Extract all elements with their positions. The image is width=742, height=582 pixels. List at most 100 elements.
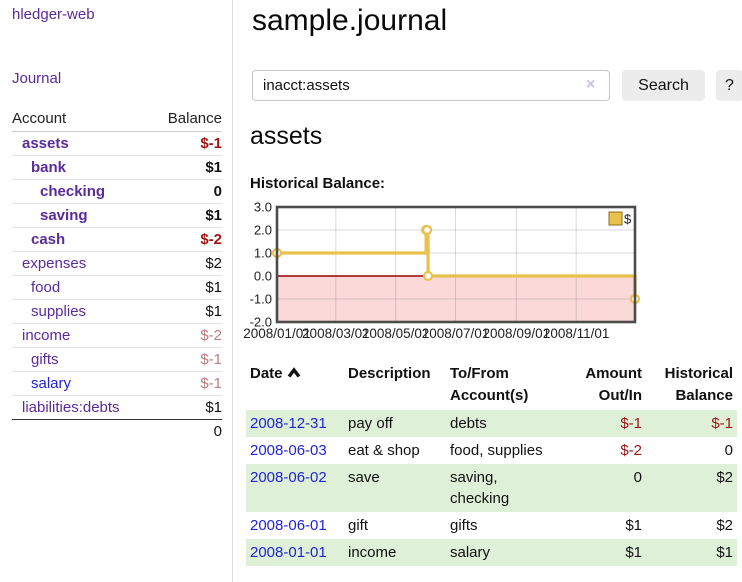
sidebar-account-row: supplies $1: [12, 300, 222, 324]
account-link[interactable]: food: [31, 279, 61, 296]
account-balance: $1: [205, 159, 222, 176]
account-link[interactable]: salary: [31, 375, 72, 392]
register-row: 2008-12-31 pay off debts $-1 $-1: [246, 410, 737, 437]
account-link[interactable]: gifts: [31, 351, 59, 368]
register-header-label: Date: [250, 365, 283, 382]
chart-legend-label: $: [624, 212, 632, 227]
register-amount-cell: $-1: [620, 415, 642, 432]
register-date-link[interactable]: 2008-06-01: [250, 517, 327, 534]
register-date-link[interactable]: 2008-06-03: [250, 442, 327, 459]
accounts-header-balance: Balance: [167, 110, 222, 127]
accounts-rows: assets $-1 bank $1 checking 0 saving $1 cash $-2 e…: [12, 132, 222, 420]
sidebar-account-row: cash $-2: [12, 228, 222, 252]
register-amount-cell: $1: [625, 544, 642, 561]
balance-chart-svg: $3.0 2.0 1.0 0.0 -1.0 -2.02008/01/012008/03/0…: [243, 200, 641, 341]
register-accounts-cell: gifts: [450, 517, 478, 534]
search-form: × Search ?: [252, 70, 742, 101]
main-content: sample.journal × Search ? assets Histori…: [243, 0, 742, 582]
account-balance: $2: [205, 255, 222, 272]
register-balance-cell: $-1: [711, 415, 733, 432]
register-balance-cell: $2: [716, 469, 733, 486]
register-balance-cell: $1: [716, 544, 733, 561]
sidebar-account-row: saving $1: [12, 204, 222, 228]
register-date-cell: 2008-01-01: [246, 539, 344, 566]
register-accounts-cell: salary: [450, 544, 491, 561]
register-header-date[interactable]: Date: [246, 360, 344, 410]
sidebar-item-journal[interactable]: Journal: [12, 70, 62, 87]
sidebar-account-row: income $-2: [12, 324, 222, 348]
chart-negative-region: [277, 276, 635, 322]
register-accounts-cell: debts: [450, 415, 487, 432]
clear-search-icon[interactable]: ×: [586, 76, 596, 93]
register-header-amount: Amount Out/In: [558, 360, 646, 410]
register-accounts-cell: saving, checking: [450, 469, 510, 507]
register-header-historical: Historical Balance: [646, 360, 737, 410]
register-balance-cell: $2: [716, 517, 733, 534]
register-amount-cell: 0: [633, 469, 642, 486]
accounts-table-header: Account Balance: [12, 106, 222, 132]
account-link[interactable]: cash: [31, 231, 66, 248]
chart-ytick-label: 3.0: [254, 200, 272, 215]
chart-title: Historical Balance:: [250, 175, 386, 192]
register-description-cell: gift: [348, 517, 369, 534]
chart-point-marker: [422, 270, 434, 282]
register-row: 2008-01-01 income salary $1 $1: [246, 539, 737, 566]
chart-ytick-label: 2.0: [254, 223, 272, 238]
chart-ytick-label: -1.0: [250, 292, 272, 307]
account-link[interactable]: assets: [22, 135, 69, 152]
sidebar: hledger-web Journal Account Balance asse…: [0, 0, 233, 582]
register-header-tofrom: To/From Account(s): [446, 360, 558, 410]
register-date-cell: 2008-12-31: [246, 410, 344, 437]
chart-ytick-label: 1.0: [254, 246, 272, 261]
register-description-cell: income: [348, 544, 397, 561]
sort-ascending-chevron-icon: [287, 367, 300, 378]
account-link[interactable]: income: [22, 327, 71, 344]
chart-xtick-label: 2008/05/01: [362, 326, 430, 341]
sidebar-account-row: bank $1: [12, 156, 222, 180]
sidebar-account-row: gifts $-1: [12, 348, 222, 372]
balance-chart: $3.0 2.0 1.0 0.0 -1.0 -2.0 2008/01/01 2008/03/0…: [243, 200, 642, 348]
account-balance: $1: [205, 279, 222, 296]
register-row: 2008-06-03 eat & shop food, supplies $-2 0: [246, 437, 737, 464]
account-balance: $1: [205, 303, 222, 320]
chart-point-marker: [421, 224, 433, 236]
accounts-total-value: 0: [213, 423, 222, 440]
register-date-link[interactable]: 2008-06-02: [250, 469, 327, 486]
register-table-head: Date Description To/From Account(s) Amount …: [246, 360, 737, 410]
account-link[interactable]: saving: [40, 207, 88, 224]
search-input[interactable]: [252, 70, 610, 101]
account-balance: $-2: [200, 231, 222, 248]
sidebar-account-row: checking 0: [12, 180, 222, 204]
register-date-cell: 2008-06-01: [246, 512, 344, 539]
help-button[interactable]: ?: [716, 70, 742, 101]
register-date-link[interactable]: 2008-01-01: [250, 544, 327, 561]
account-balance: 0: [213, 183, 222, 200]
account-link[interactable]: checking: [40, 183, 106, 200]
chart-ytick-label: -2.0: [250, 315, 272, 330]
chart-legend-swatch: [608, 211, 623, 226]
register-header-label: To/From Account(s): [450, 365, 529, 404]
sidebar-account-row: food $1: [12, 276, 222, 300]
register-header-description: Description: [344, 360, 446, 410]
accounts-total-row: 0: [12, 419, 222, 443]
search-button[interactable]: Search: [622, 70, 705, 101]
account-link[interactable]: bank: [31, 159, 67, 176]
account-balance: $-1: [200, 351, 222, 368]
chart-xtick-label: 2008/07/01: [422, 326, 490, 341]
accounts-header-account: Account: [12, 110, 67, 127]
register-balance-cell: 0: [724, 442, 733, 459]
register-date-link[interactable]: 2008-12-31: [250, 415, 327, 432]
account-link[interactable]: liabilities:debts: [22, 399, 120, 416]
register-table-body: 2008-12-31 pay off debts $-1 $-1 2008-06-03 ea…: [246, 410, 737, 566]
account-link[interactable]: expenses: [22, 255, 87, 272]
register-table: Date Description To/From Account(s) Amount …: [246, 360, 737, 566]
chart-ytick-label: 0.0: [254, 269, 272, 284]
chart-xtick-label: 2008/03/01: [302, 326, 370, 341]
account-link[interactable]: supplies: [31, 303, 87, 320]
account-balance: $-1: [200, 375, 222, 392]
register-amount-cell: $1: [625, 517, 642, 534]
app-brand-link[interactable]: hledger-web: [12, 6, 95, 23]
page-title: sample.journal: [252, 4, 448, 37]
account-balance: $1: [205, 207, 222, 224]
register-amount-cell: $-2: [620, 442, 642, 459]
